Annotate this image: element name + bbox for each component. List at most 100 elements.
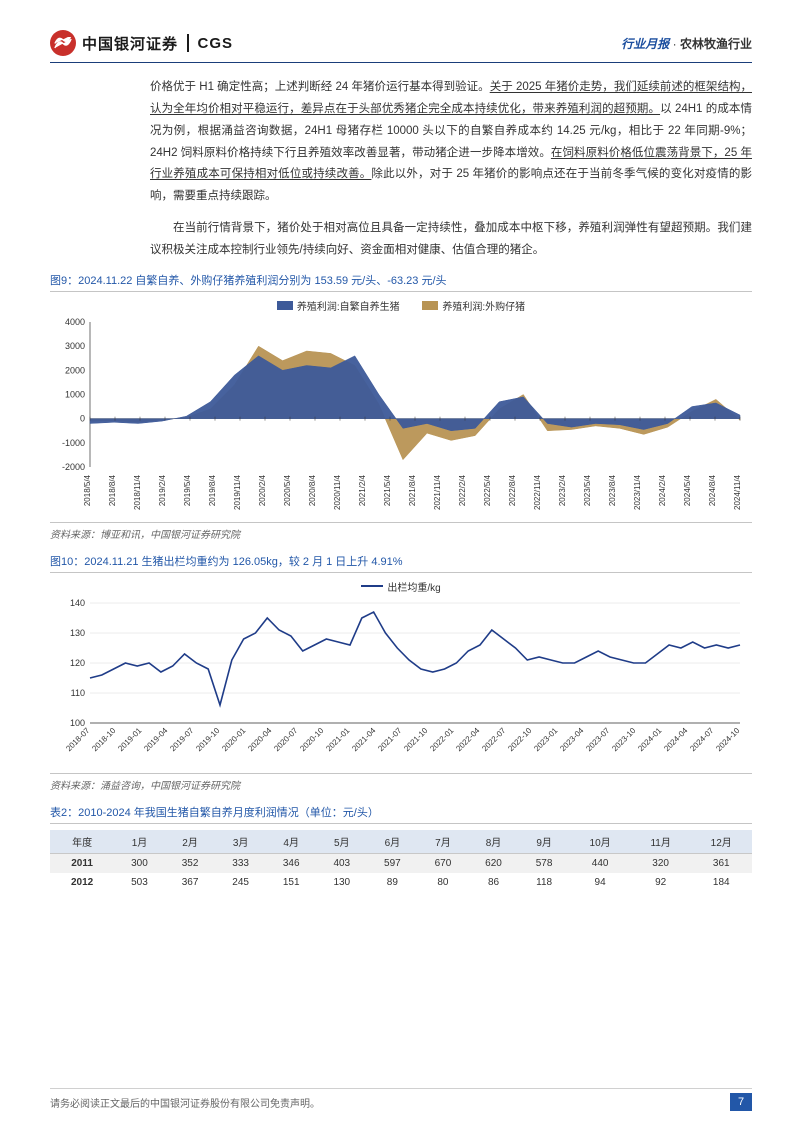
svg-text:2020/5/4: 2020/5/4 [283,474,292,506]
svg-text:2020/8/4: 2020/8/4 [308,474,317,506]
table-cell: 92 [631,873,691,892]
table-cell: 367 [165,873,216,892]
svg-text:2021-04: 2021-04 [350,725,378,753]
svg-text:2020-04: 2020-04 [246,725,274,753]
paragraph-2: 在当前行情背景下，猪价处于相对高位且具备一定持续性，叠加成本中枢下移，养殖利润弹… [150,218,752,262]
table-cell: 2012 [50,873,114,892]
table-header-cell: 3月 [215,830,266,854]
table-header-cell: 1月 [114,830,165,854]
svg-text:2021-07: 2021-07 [376,725,404,753]
table-cell: 578 [519,853,570,873]
logo-text-en: CGS [198,35,234,52]
svg-text:110: 110 [71,688,85,698]
table2: 年度1月2月3月4月5月6月7月8月9月10月11月12月 2011300352… [50,830,752,892]
table-header-cell: 10月 [569,830,630,854]
svg-text:2023/8/4: 2023/8/4 [608,474,617,506]
svg-text:100: 100 [70,718,85,728]
page-header: 中国银河证券 CGS 行业月报 · 农林牧渔行业 [50,30,752,63]
svg-text:2023-04: 2023-04 [558,725,586,753]
table-cell: 333 [215,853,266,873]
table-cell: 361 [690,853,752,873]
logo-icon [50,30,76,56]
table-cell: 597 [367,853,418,873]
svg-text:2020-01: 2020-01 [220,725,248,753]
table-cell: 620 [468,853,519,873]
svg-text:140: 140 [70,598,85,608]
logo-block: 中国银河证券 CGS [50,30,233,56]
table-header-cell: 11月 [631,830,691,854]
header-right: 行业月报 · 农林牧渔行业 [621,35,752,52]
svg-text:2019/2/4: 2019/2/4 [158,474,167,506]
table-cell: 503 [114,873,165,892]
disclaimer: 请务必阅读正文最后的中国银河证券股份有限公司免责声明。 [50,1095,320,1110]
svg-text:2021/11/4: 2021/11/4 [433,474,442,510]
svg-text:2018/5/4: 2018/5/4 [83,474,92,506]
table-header-cell: 年度 [50,830,114,854]
table-row: 2011300352333346403597670620578440320361 [50,853,752,873]
fig10-svg: 1001101201301402018-072018-102019-012019… [50,598,750,773]
table-cell: 184 [690,873,752,892]
table-cell: 2011 [50,853,114,873]
table-cell: 670 [418,853,469,873]
table-row: 20125033672451511308980861189492184 [50,873,752,892]
svg-text:2020-07: 2020-07 [272,725,300,753]
svg-text:2021/5/4: 2021/5/4 [383,474,392,506]
svg-text:2022/2/4: 2022/2/4 [458,474,467,506]
svg-text:1000: 1000 [65,389,85,399]
svg-text:2024-01: 2024-01 [636,725,664,753]
svg-text:2022-01: 2022-01 [428,725,456,753]
svg-text:2021/8/4: 2021/8/4 [408,474,417,506]
fig9-source: 资料来源：博亚和讯，中国银河证券研究院 [50,522,752,541]
table-header-cell: 6月 [367,830,418,854]
svg-text:2020-10: 2020-10 [298,725,326,753]
svg-text:2021/2/4: 2021/2/4 [358,474,367,506]
svg-text:2022-04: 2022-04 [454,725,482,753]
svg-text:2020/2/4: 2020/2/4 [258,474,267,506]
svg-text:2019/11/4: 2019/11/4 [233,474,242,510]
svg-text:2022-10: 2022-10 [506,725,534,753]
svg-text:2024/5/4: 2024/5/4 [683,474,692,506]
paragraph-1: 价格优于 H1 确定性高；上述判断经 24 年猪价运行基本得到验证。关于 202… [150,77,752,208]
svg-text:3000: 3000 [65,341,85,351]
table-header-cell: 12月 [690,830,752,854]
svg-text:4000: 4000 [65,317,85,327]
table-cell: 440 [569,853,630,873]
table-cell: 346 [266,853,317,873]
table-header-cell: 4月 [266,830,317,854]
page-number: 7 [730,1093,752,1111]
svg-text:2019/5/4: 2019/5/4 [183,474,192,506]
svg-text:0: 0 [80,413,85,423]
fig9-legend: 养殖利润:自繁自养生猪 养殖利润:外购仔猪 [50,298,752,313]
svg-text:2024-04: 2024-04 [662,725,690,753]
svg-text:2023/5/4: 2023/5/4 [583,474,592,506]
svg-text:2022-07: 2022-07 [480,725,508,753]
table-cell: 94 [569,873,630,892]
svg-text:2023-10: 2023-10 [610,725,638,753]
svg-text:2023-01: 2023-01 [532,725,560,753]
svg-text:2018/11/4: 2018/11/4 [133,474,142,510]
svg-text:2018/8/4: 2018/8/4 [108,474,117,506]
logo-divider [187,34,189,52]
svg-text:2023/11/4: 2023/11/4 [633,474,642,510]
logo-text-cn: 中国银河证券 [82,33,178,54]
svg-text:2024/11/4: 2024/11/4 [733,474,742,510]
svg-text:2024/2/4: 2024/2/4 [658,474,667,506]
svg-text:2024-07: 2024-07 [688,725,716,753]
svg-text:-2000: -2000 [62,462,85,472]
table2-title: 表2：2010-2024 年我国生猪自繁自养月度利润情况（单位：元/头） [50,804,752,824]
svg-text:2023/2/4: 2023/2/4 [558,474,567,506]
svg-text:2019-07: 2019-07 [168,725,196,753]
table-header-cell: 9月 [519,830,570,854]
table-header-cell: 5月 [317,830,368,854]
fig10-title: 图10：2024.11.21 生猪出栏均重约为 126.05kg，较 2 月 1… [50,553,752,573]
table-cell: 130 [317,873,368,892]
table-cell: 86 [468,873,519,892]
table-cell: 320 [631,853,691,873]
svg-text:2019-01: 2019-01 [116,725,144,753]
fig10-source: 资料来源：涌益咨询，中国银河证券研究院 [50,773,752,792]
table-cell: 352 [165,853,216,873]
svg-text:2019-04: 2019-04 [142,725,170,753]
svg-text:130: 130 [70,628,85,638]
fig9-svg: -2000-1000010002000300040002018/5/42018/… [50,317,750,522]
table-cell: 151 [266,873,317,892]
